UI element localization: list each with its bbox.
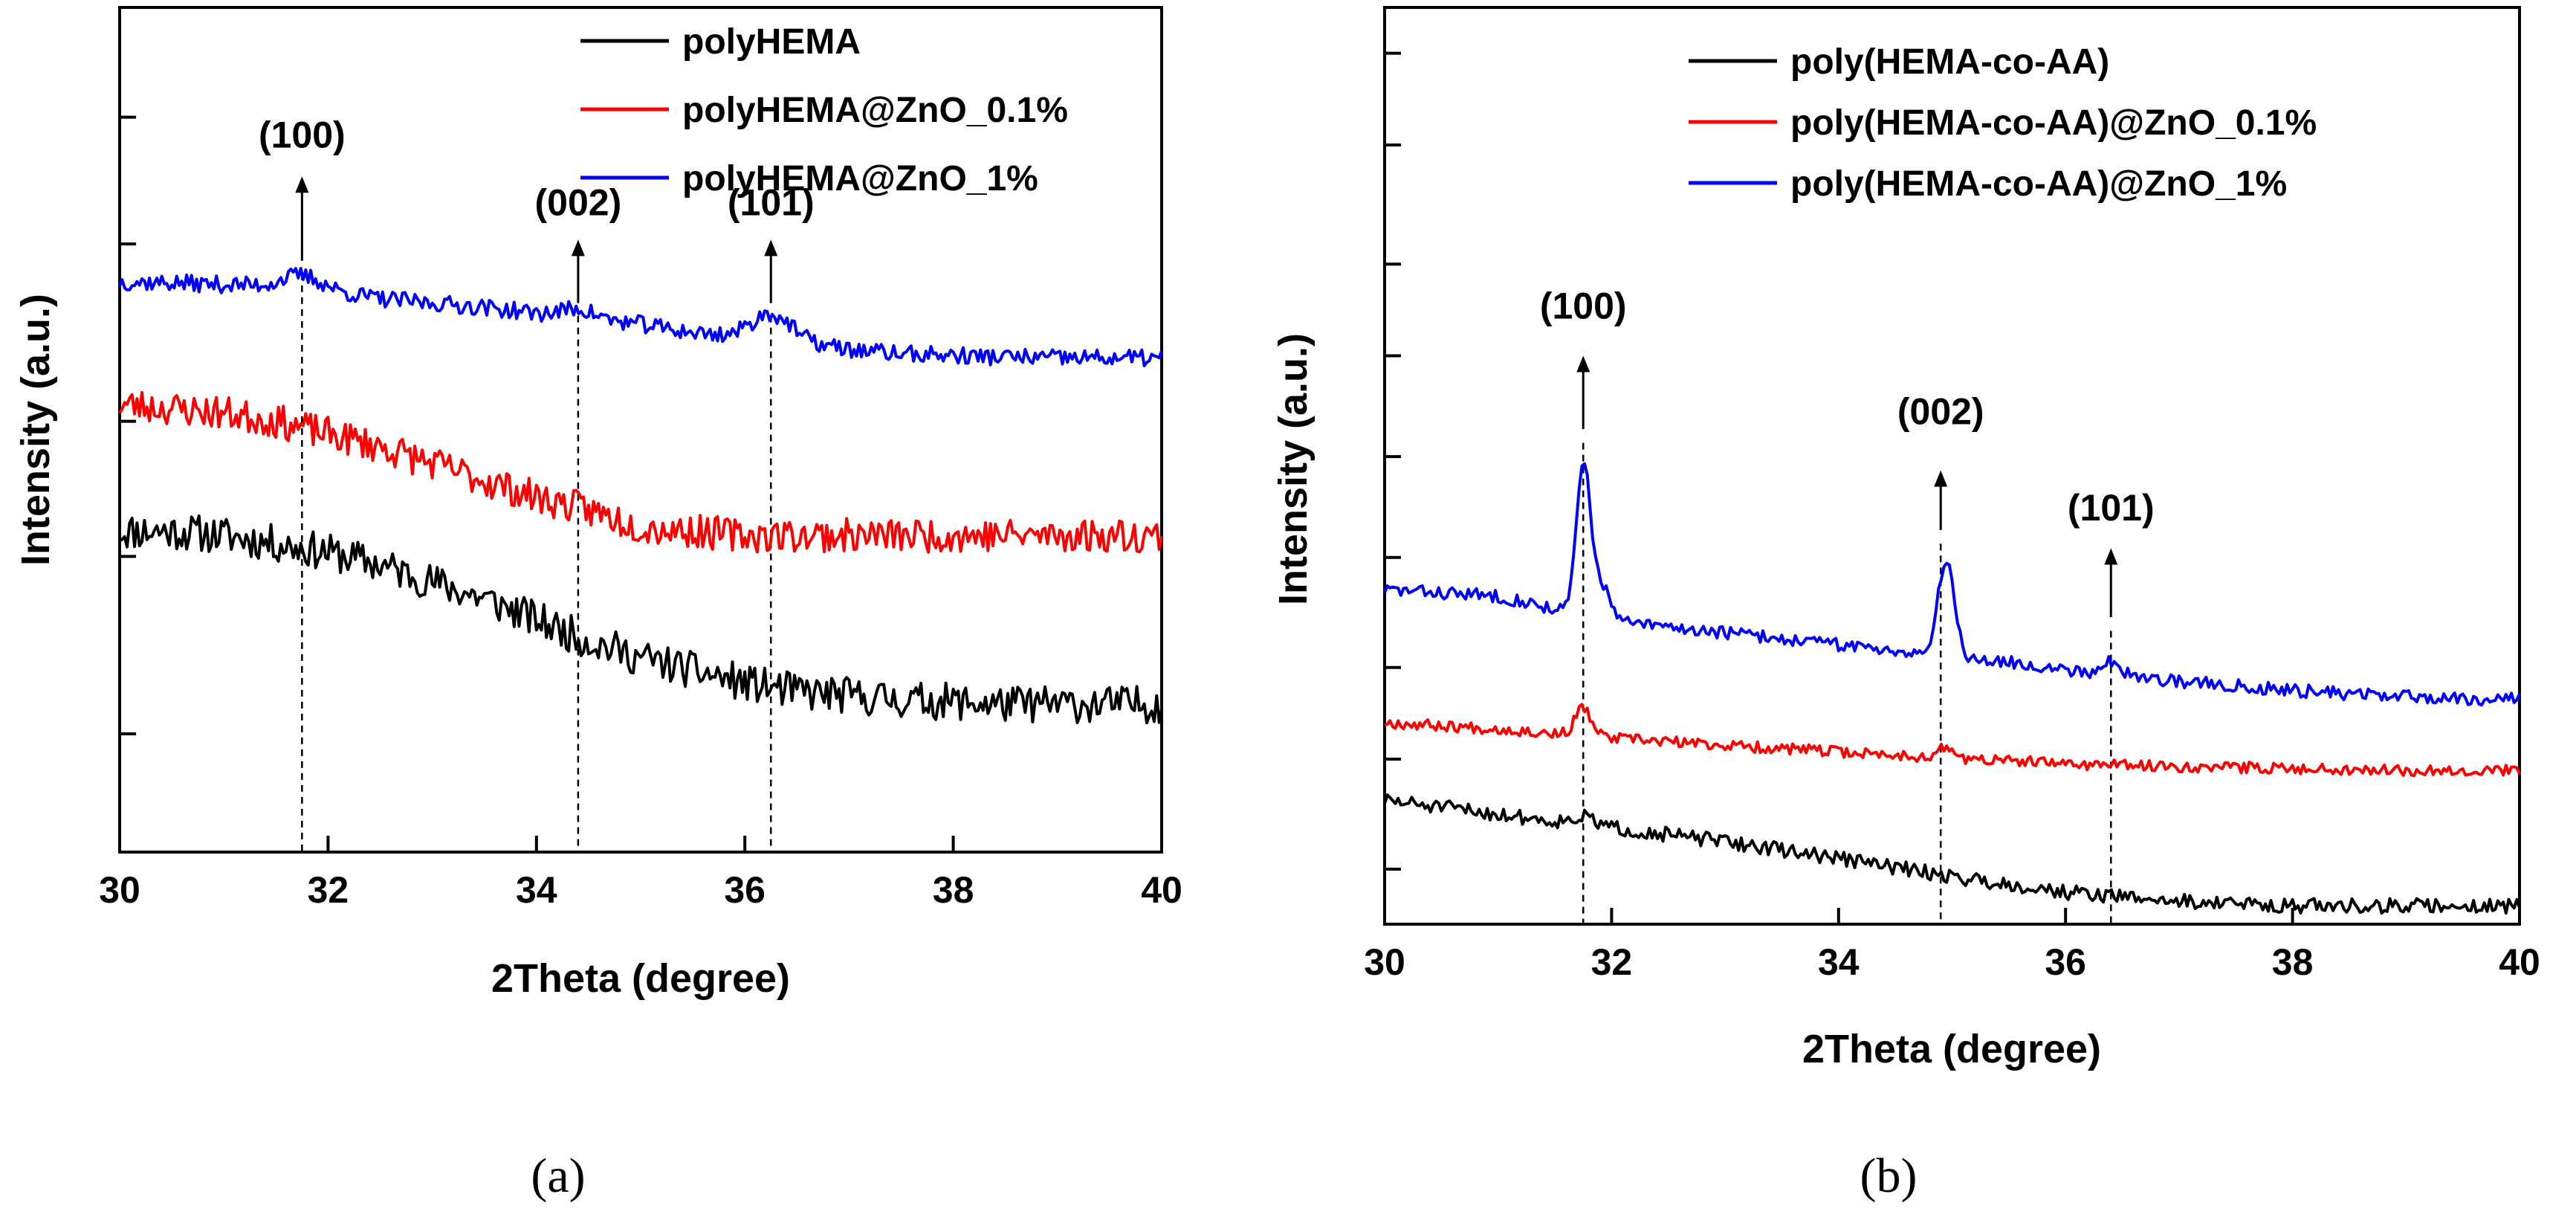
x-tick-label: 40 <box>2499 941 2540 983</box>
legend-label: poly(HEMA-co-AA)@ZnO_1% <box>1790 164 2287 204</box>
peak-annotations: (100) (002) (101) <box>1540 286 2155 617</box>
series-line-0 <box>1383 793 2521 915</box>
x-tick-label: 38 <box>933 869 974 911</box>
chart-panel-b: 30 32 34 36 38 40 (100) (002) (101) poly(HEMA-c… <box>1271 6 2540 1203</box>
x-tick-label: 34 <box>1818 941 1860 983</box>
series-lines <box>1383 462 2521 915</box>
legend-label: poly(HEMA-co-AA)@ZnO_0.1% <box>1790 103 2317 143</box>
peak-arrow-head <box>295 176 309 193</box>
peak-label: (002) <box>1897 391 1984 433</box>
panel-label-b: (b) <box>1860 1149 1918 1203</box>
series-lines <box>118 267 1163 725</box>
peak-dashes <box>1582 442 2112 924</box>
x-tick-label: 36 <box>724 869 766 911</box>
plot-frame <box>118 6 1163 854</box>
x-tick-label: 38 <box>2272 941 2314 983</box>
y-axis-label: Intensity (a.u.) <box>13 294 58 566</box>
y-axis-label: Intensity (a.u.) <box>1271 333 1315 605</box>
peak-arrow-head <box>2104 548 2118 565</box>
x-axis-label: 2Theta (degree) <box>491 956 790 1001</box>
legend-label: polyHEMA@ZnO_0.1% <box>682 91 1068 130</box>
x-tick-label: 30 <box>1364 941 1405 983</box>
legend: polyHEMA polyHEMA@ZnO_0.1% polyHEMA@ZnO_1% <box>580 22 1068 199</box>
peak-label: (101) <box>2068 487 2155 529</box>
series-line-1 <box>118 391 1163 554</box>
peak-label: (002) <box>535 181 622 223</box>
x-tick-label: 32 <box>308 869 349 911</box>
peak-label: (100) <box>259 114 346 155</box>
peak-annotations: (100) (002) (101) <box>259 114 815 303</box>
panel-label-a: (a) <box>531 1149 585 1203</box>
legend-label: poly(HEMA-co-AA) <box>1790 42 2109 82</box>
x-axis-label: 2Theta (degree) <box>1802 1027 2101 1071</box>
peak-dashes <box>301 273 772 852</box>
plot-frame <box>1383 6 2521 926</box>
series-line-0 <box>119 514 1163 725</box>
legend-label: polyHEMA <box>682 22 861 62</box>
peak-arrow-head <box>764 239 778 257</box>
x-tick-label: 40 <box>1141 869 1182 911</box>
legend: poly(HEMA-co-AA) poly(HEMA-co-AA)@ZnO_0.1… <box>1689 42 2317 204</box>
x-tick-label: 34 <box>516 869 557 911</box>
x-tick-label: 32 <box>1591 941 1633 983</box>
series-line-1 <box>1384 703 2521 778</box>
peak-arrow-head <box>571 239 585 257</box>
legend-label: polyHEMA@ZnO_1% <box>682 159 1038 199</box>
x-tick-label: 30 <box>99 869 140 911</box>
peak-arrow-head <box>1576 355 1590 372</box>
x-tick-label: 36 <box>2045 941 2086 983</box>
axis-ticks: 30 32 34 36 38 40 <box>99 115 1182 911</box>
chart-panel-a: 30 32 34 36 38 40 (100)(002) (101) polyHEMApol… <box>13 6 1182 1203</box>
peak-label: (101) <box>728 181 815 223</box>
peak-arrow-head <box>1934 470 1948 487</box>
axis-ticks: 30 32 34 36 38 40 <box>1364 51 2540 983</box>
series-line-2 <box>118 267 1163 367</box>
peak-label: (100) <box>1540 286 1627 327</box>
series-line-2 <box>1383 462 2521 707</box>
